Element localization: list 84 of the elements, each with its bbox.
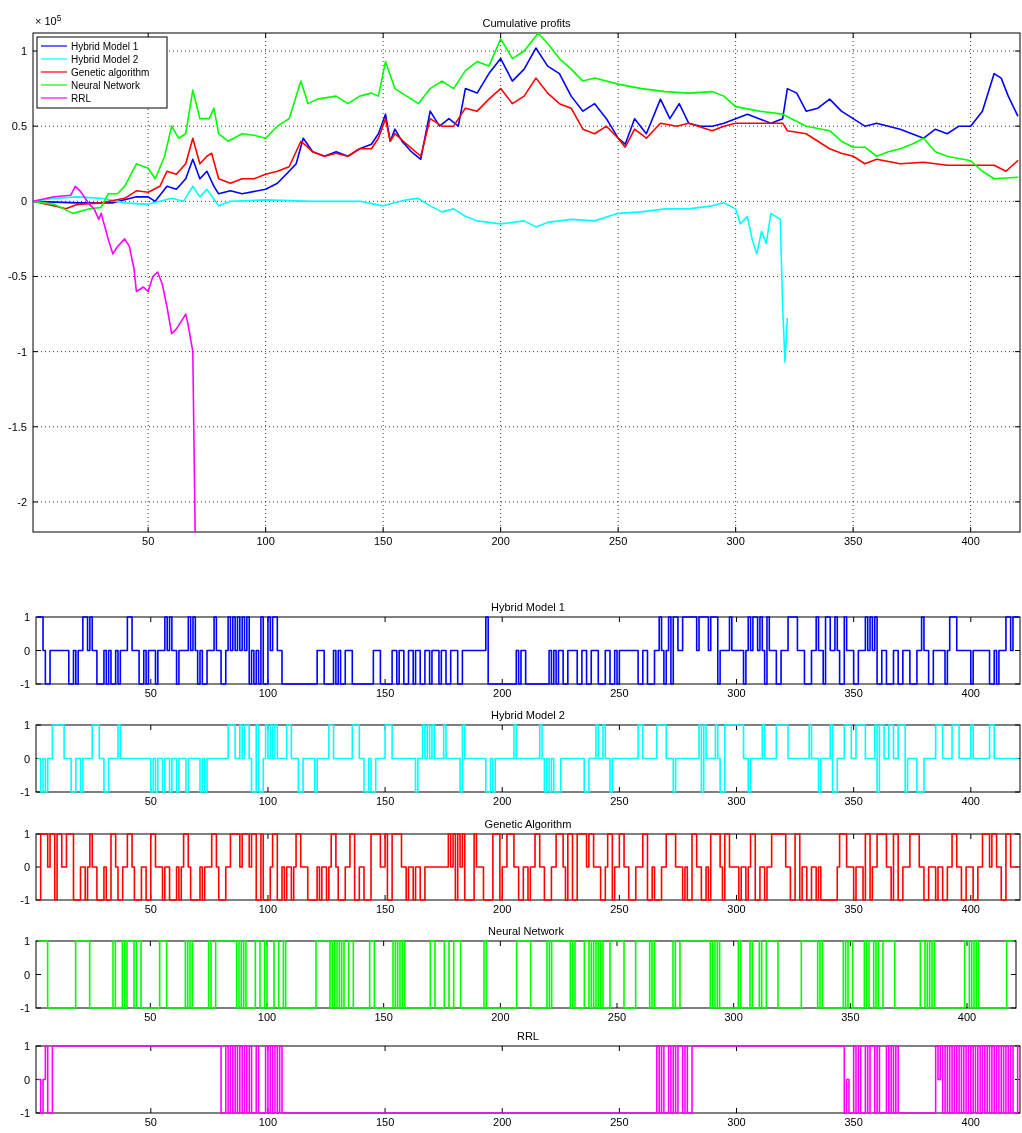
x-tick-label: 250 bbox=[608, 535, 628, 547]
line-series bbox=[32, 77, 1019, 210]
x-tick-label: 50 bbox=[144, 687, 157, 699]
y-tick-label: -1 bbox=[20, 678, 30, 690]
chart-title: Neural Network bbox=[488, 925, 565, 937]
x-tick-label: 100 bbox=[258, 687, 278, 699]
x-tick-label: 100 bbox=[257, 1011, 277, 1023]
x-tick-label: 150 bbox=[375, 795, 395, 807]
legend-label: Hybrid Model 2 bbox=[71, 54, 139, 65]
chart-title: RRL bbox=[516, 1030, 540, 1042]
x-tick-label: 150 bbox=[374, 1011, 393, 1023]
x-tick-label: 150 bbox=[375, 687, 395, 699]
x-tick-label: 400 bbox=[961, 535, 980, 547]
y-tick-label: -1 bbox=[20, 1107, 30, 1119]
chart-title: Genetic Algorithm bbox=[484, 818, 572, 830]
y-tick-label: 0 bbox=[23, 644, 30, 657]
y-tick-label: 1 bbox=[23, 1040, 30, 1052]
y-tick-label: 1 bbox=[23, 719, 30, 731]
legend-label: RRL bbox=[71, 93, 92, 104]
x-tick-label: 300 bbox=[727, 795, 746, 807]
y-tick-label: -1 bbox=[20, 894, 30, 906]
line-series bbox=[32, 185, 196, 533]
chart-title: Hybrid Model 2 bbox=[491, 709, 565, 721]
x-tick-label: 300 bbox=[727, 687, 746, 699]
x-tick-label: 100 bbox=[258, 795, 278, 807]
x-tick-label: 400 bbox=[961, 903, 980, 915]
x-tick-label: 350 bbox=[844, 903, 863, 915]
legend-label: Hybrid Model 1 bbox=[71, 41, 139, 52]
x-tick-label: 300 bbox=[727, 1116, 746, 1128]
x-tick-label: 400 bbox=[957, 1011, 977, 1023]
x-tick-label: 50 bbox=[144, 1116, 157, 1128]
text: × 10$^{5}$ bbox=[35, 13, 62, 27]
legend-label: Neural Network bbox=[71, 80, 141, 91]
x-tick-label: 100 bbox=[256, 535, 275, 547]
x-tick-label: 350 bbox=[844, 687, 863, 699]
x-tick-label: 250 bbox=[610, 795, 629, 807]
x-tick-label: 350 bbox=[841, 1011, 860, 1023]
y-tick-label: -1 bbox=[17, 345, 27, 358]
x-tick-label: 300 bbox=[727, 903, 746, 915]
y-tick-label: 0 bbox=[23, 861, 30, 873]
x-tick-label: 150 bbox=[375, 903, 395, 915]
x-tick-label: 50 bbox=[144, 795, 157, 807]
x-tick-label: 400 bbox=[961, 1116, 980, 1128]
x-tick-label: 200 bbox=[493, 795, 512, 807]
x-tick-label: 350 bbox=[844, 795, 863, 807]
x-tick-label: 150 bbox=[373, 535, 393, 547]
y-tick-label: 0 bbox=[23, 1073, 30, 1086]
x-tick-label: 250 bbox=[610, 687, 629, 699]
x-tick-label: 200 bbox=[491, 535, 510, 547]
x-tick-label: 150 bbox=[375, 1116, 395, 1128]
x-tick-label: 350 bbox=[844, 1116, 863, 1128]
chart-title: Cumulative profits bbox=[482, 17, 572, 29]
y-tick-label: 0 bbox=[23, 752, 30, 765]
x-tick-label: 400 bbox=[961, 795, 980, 807]
y-tick-label: -1.5 bbox=[8, 420, 27, 433]
chart-title: Hybrid Model 1 bbox=[491, 601, 565, 613]
x-tick-label: 200 bbox=[493, 1116, 512, 1128]
y-tick-label: 1 bbox=[23, 935, 30, 947]
x-tick-label: 200 bbox=[491, 1011, 510, 1023]
y-tick-label: -1 bbox=[20, 1002, 30, 1014]
x-tick-label: 50 bbox=[144, 1011, 157, 1023]
legend-label: Genetic algorithm bbox=[71, 67, 150, 78]
y-tick-label: 0.5 bbox=[11, 120, 27, 133]
x-tick-label: 300 bbox=[726, 535, 745, 547]
y-tick-label: -0.5 bbox=[8, 270, 27, 283]
y-tick-label: -1 bbox=[20, 786, 30, 798]
y-tick-label: 0 bbox=[20, 195, 27, 208]
x-tick-label: 250 bbox=[610, 903, 629, 915]
y-tick-label: 1 bbox=[20, 45, 27, 58]
y-tick-label: 1 bbox=[23, 611, 30, 623]
x-tick-label: 100 bbox=[258, 1116, 278, 1128]
x-tick-label: 50 bbox=[144, 903, 157, 915]
x-tick-label: 50 bbox=[142, 535, 155, 547]
x-tick-label: 350 bbox=[843, 535, 863, 547]
y-tick-label: -2 bbox=[17, 495, 27, 508]
x-tick-label: 100 bbox=[258, 903, 278, 915]
y-tick-label: 1 bbox=[23, 828, 30, 840]
x-tick-label: 300 bbox=[724, 1011, 743, 1023]
x-tick-label: 200 bbox=[493, 687, 512, 699]
x-tick-label: 250 bbox=[607, 1011, 627, 1023]
x-tick-label: 400 bbox=[961, 687, 980, 699]
x-tick-label: 250 bbox=[610, 1116, 629, 1128]
x-tick-label: 200 bbox=[493, 903, 512, 915]
y-tick-label: 0 bbox=[23, 968, 30, 981]
